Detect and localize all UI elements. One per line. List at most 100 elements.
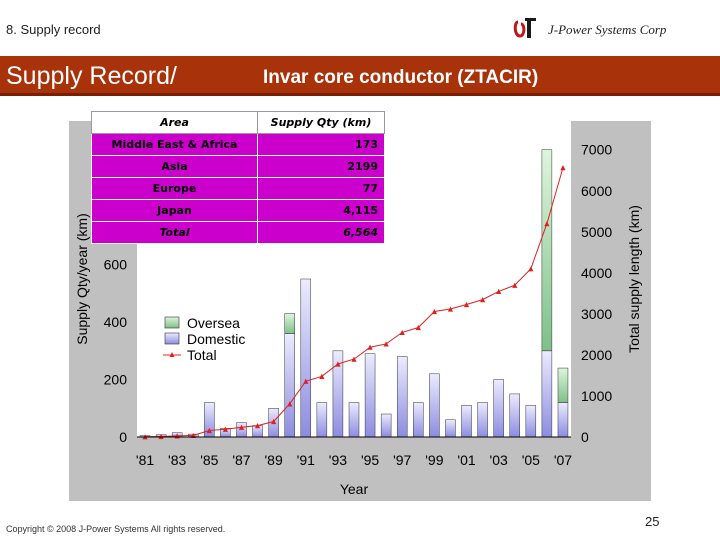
bar-domestic-2006: [541, 350, 553, 438]
point-total-1990: [287, 401, 293, 407]
x-tick-label: '81: [136, 452, 154, 468]
table-row: Japan 4,115: [91, 199, 385, 222]
point-total-1982: [158, 433, 164, 440]
x-tick-label: '91: [297, 452, 315, 468]
point-total-2001: [463, 301, 470, 308]
point-total-1996: [383, 341, 389, 347]
supply-table: Area Supply Qty (km) Middle East & Afric…: [91, 111, 385, 244]
table-row: Asia 2199: [91, 155, 385, 178]
bar-domestic-1994: [348, 402, 360, 438]
table-cell-qty: 173: [257, 133, 385, 156]
table-cell-area: Total: [91, 221, 258, 244]
bar-domestic-2004: [509, 393, 520, 438]
x-tick-label: '85: [200, 452, 218, 468]
point-total-1985: [206, 427, 212, 434]
x-tick-label: '87: [232, 452, 250, 468]
bar-domestic-1992: [316, 402, 328, 438]
bar-domestic-2007: [557, 402, 569, 438]
table-cell-area: Asia: [91, 155, 258, 178]
point-total-2006: [544, 220, 550, 227]
point-total-1987: [238, 424, 245, 430]
y-tick-label: 0: [119, 429, 127, 445]
table-cell-qty: 2199: [257, 155, 385, 178]
y-tick-label: 600: [104, 257, 128, 273]
table-cell-area: Middle East & Africa: [91, 133, 258, 156]
point-total-2007: [560, 165, 566, 171]
table-cell-qty: 6,564: [257, 221, 385, 244]
point-total-1993: [335, 361, 341, 367]
bar-oversea-2006: [541, 149, 553, 352]
x-tick-label: '03: [490, 452, 508, 468]
table-cell-area: Japan: [91, 199, 258, 222]
page-number: 25: [645, 514, 660, 529]
x-tick-label: '93: [329, 452, 347, 468]
point-total-1989: [271, 418, 277, 425]
x-tick-label: '83: [168, 452, 186, 468]
point-total-1998: [415, 324, 421, 331]
point-total-2003: [496, 288, 502, 294]
point-total-2002: [479, 297, 486, 303]
point-total-2000: [447, 306, 454, 312]
point-total-1991: [303, 378, 309, 384]
bar-domestic-2002: [477, 402, 488, 438]
point-total-1994: [351, 356, 357, 362]
legend-label-domestic: Domestic: [187, 331, 245, 347]
y2-tick-label: 1000: [581, 388, 612, 404]
bar-domestic-1998: [413, 402, 424, 438]
bar-domestic-2005: [525, 405, 537, 438]
x-tick-label: '07: [554, 452, 572, 468]
x-tick-label: '95: [361, 452, 379, 468]
bar-domestic-1996: [380, 413, 392, 438]
section-label: 8. Supply record: [6, 22, 101, 37]
y2-tick-label: 3000: [581, 306, 612, 322]
legend-label-oversea: Oversea: [187, 315, 240, 331]
bar-oversea-2007: [557, 367, 569, 403]
company-logo-icon: [513, 18, 536, 38]
x-tick-label: '89: [265, 452, 283, 468]
point-total-1995: [367, 344, 373, 350]
bar-domestic-1995: [364, 353, 376, 438]
company-name: J-Power Systems Corp: [548, 22, 667, 37]
table-total-row: Total 6,564: [91, 221, 385, 244]
bar-domestic-1991: [300, 278, 312, 438]
page-title: Supply Record/: [6, 62, 177, 90]
y-tick-label: 200: [104, 372, 128, 388]
page-subtitle: Invar core conductor (ZTACIR): [263, 67, 539, 88]
copyright-text: Copyright © 2008 J-Power Systems All rig…: [6, 524, 226, 534]
bar-domestic-2001: [461, 405, 472, 438]
y2-tick-label: 2000: [581, 347, 612, 363]
y-tick-label: 400: [104, 314, 128, 330]
table-header-qty: Supply Qty (km): [257, 111, 385, 134]
point-total-2004: [512, 282, 518, 288]
y2-axis-label: Total supply length (km): [626, 205, 642, 353]
y2-tick-label: 4000: [581, 265, 612, 281]
x-tick-label: '05: [522, 452, 540, 468]
bar-domestic-2000: [445, 419, 456, 438]
y-axis-label: Supply Qty/year (km): [74, 213, 90, 344]
table-row: Middle East & Africa 173: [91, 133, 385, 156]
legend-label-total: Total: [187, 347, 217, 363]
y2-tick-label: 0: [581, 429, 589, 445]
bar-oversea-1990: [284, 313, 295, 334]
point-total-1997: [399, 329, 405, 336]
point-total-1986: [222, 426, 229, 432]
x-tick-label: '99: [425, 452, 443, 468]
point-total-1999: [431, 308, 437, 315]
point-total-1992: [319, 373, 325, 379]
point-total-2005: [528, 266, 534, 272]
bar-domestic-1997: [396, 356, 408, 438]
bar-domestic-1990: [284, 333, 295, 438]
table-header-row: Area Supply Qty (km): [91, 111, 385, 134]
legend-swatch-domestic: [164, 332, 180, 345]
title-bar: [0, 56, 720, 96]
y2-tick-label: 7000: [581, 142, 612, 158]
table-row: Europe 77: [91, 177, 385, 200]
x-axis-label: Year: [340, 481, 369, 497]
legend-marker-total: [169, 352, 175, 357]
table-cell-qty: 4,115: [257, 199, 385, 222]
slide-header: [0, 0, 720, 56]
bar-domestic-1999: [429, 373, 440, 438]
x-tick-label: '01: [457, 452, 475, 468]
x-tick-label: '97: [393, 452, 411, 468]
